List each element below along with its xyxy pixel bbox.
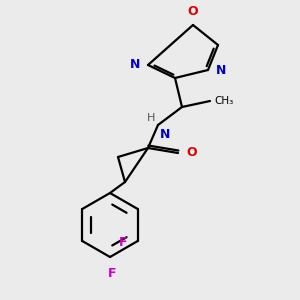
Text: O: O [188,5,198,18]
Text: N: N [160,128,170,141]
Text: F: F [119,236,128,250]
Text: F: F [108,267,116,280]
Text: CH₃: CH₃ [214,96,233,106]
Text: N: N [216,64,226,76]
Text: H: H [147,113,155,123]
Text: N: N [130,58,140,71]
Text: O: O [186,146,196,160]
